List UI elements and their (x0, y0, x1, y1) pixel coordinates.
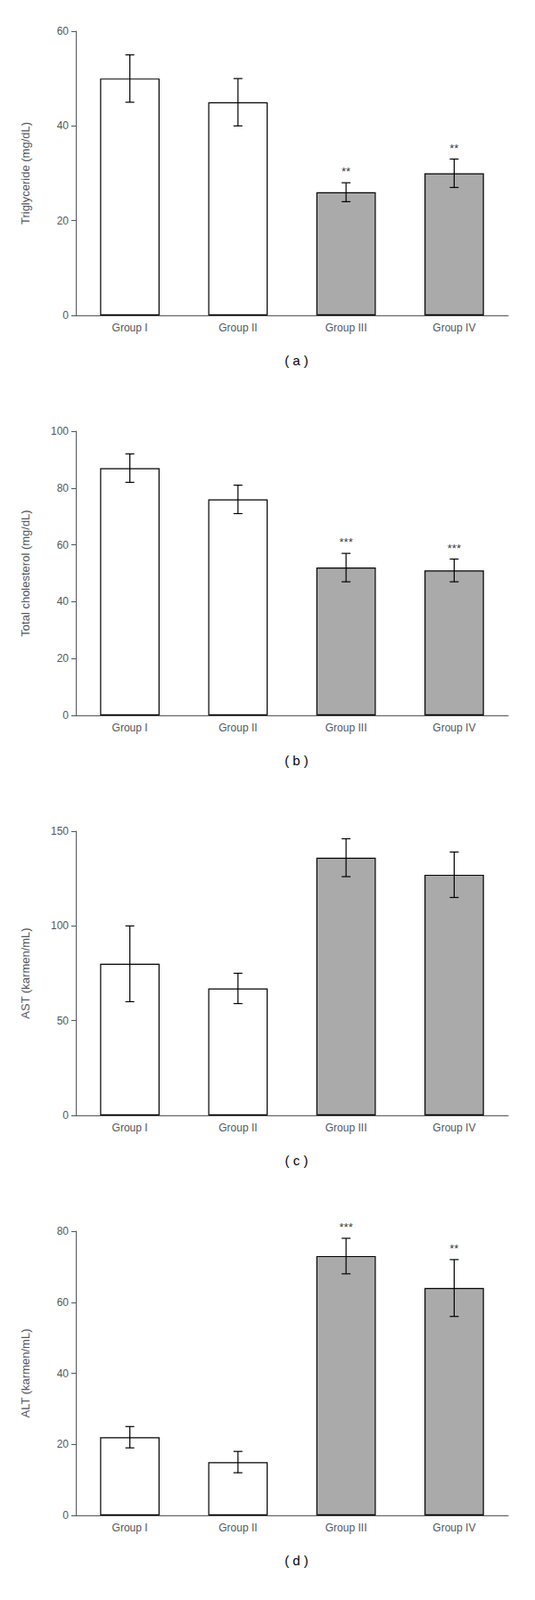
svg-text:40: 40 (57, 595, 70, 609)
svg-text:Group II: Group II (218, 321, 257, 335)
svg-text:Group III: Group III (325, 722, 368, 735)
svg-text:40: 40 (57, 1368, 70, 1382)
svg-text:Group I: Group I (112, 1122, 149, 1136)
svg-text:***: *** (447, 542, 461, 556)
svg-text:( a ): ( a ) (284, 353, 309, 369)
svg-text:Group I: Group I (112, 321, 149, 335)
svg-text:Group II: Group II (218, 1122, 257, 1136)
svg-text:**: ** (341, 164, 351, 179)
svg-text:0: 0 (62, 709, 69, 723)
svg-text:AST (karmen/mL): AST (karmen/mL) (18, 928, 33, 1020)
svg-text:80: 80 (57, 1226, 70, 1239)
svg-text:0: 0 (62, 1510, 69, 1523)
svg-text:150: 150 (50, 825, 69, 839)
svg-text:100: 100 (50, 920, 69, 933)
svg-text:Group III: Group III (325, 1522, 368, 1536)
svg-text:20: 20 (57, 214, 70, 228)
svg-text:Group IV: Group IV (432, 1522, 476, 1536)
svg-text:Group IV: Group IV (432, 1122, 476, 1136)
svg-text:Triglyceride (mg/dL): Triglyceride (mg/dL) (18, 122, 33, 225)
svg-text:60: 60 (57, 1297, 70, 1310)
svg-text:Group II: Group II (218, 1522, 257, 1536)
svg-text:Group I: Group I (112, 722, 149, 735)
svg-text:60: 60 (57, 24, 70, 38)
svg-text:50: 50 (57, 1015, 70, 1029)
svg-text:Group IV: Group IV (432, 321, 476, 335)
svg-text:Group III: Group III (325, 321, 368, 335)
svg-text:Group II: Group II (218, 722, 257, 735)
svg-text:ALT (karmen/mL): ALT (karmen/mL) (18, 1330, 33, 1420)
svg-text:**: ** (449, 141, 459, 156)
svg-text:( b ): ( b ) (284, 753, 309, 769)
svg-text:***: *** (339, 535, 354, 550)
svg-text:100: 100 (50, 425, 69, 438)
svg-text:20: 20 (57, 1439, 70, 1452)
svg-text:0: 0 (62, 1110, 69, 1123)
svg-text:( d ): ( d ) (284, 1554, 309, 1570)
svg-text:Total cholesterol (mg/dL): Total cholesterol (mg/dL) (18, 510, 33, 637)
svg-text:20: 20 (57, 652, 70, 666)
svg-text:**: ** (449, 1242, 459, 1257)
svg-text:( c ): ( c ) (285, 1153, 309, 1169)
svg-text:Group I: Group I (112, 1522, 149, 1536)
svg-text:***: *** (339, 1221, 354, 1235)
svg-text:Group III: Group III (325, 1122, 368, 1136)
svg-text:40: 40 (57, 119, 70, 132)
svg-text:60: 60 (57, 539, 70, 552)
svg-text:80: 80 (57, 482, 70, 495)
svg-text:0: 0 (62, 309, 69, 322)
svg-text:Group IV: Group IV (432, 722, 476, 735)
